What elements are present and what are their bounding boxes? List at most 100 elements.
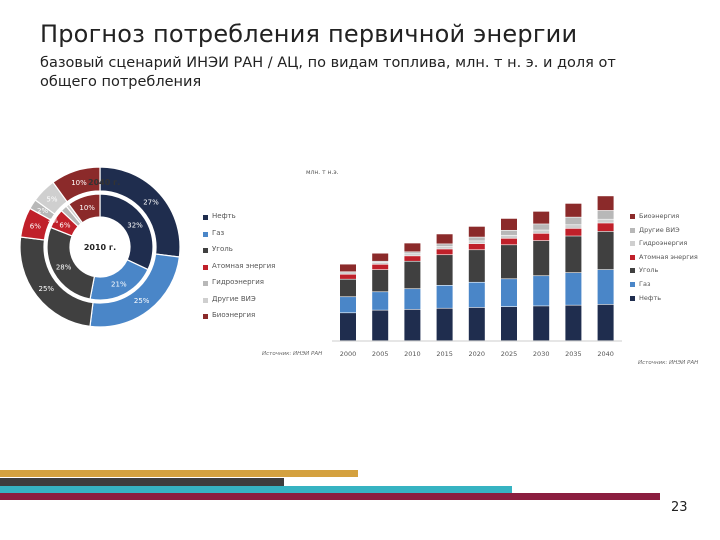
bar-2005-атомная-энергия	[372, 264, 389, 270]
bar-2035-биоэнергия	[565, 203, 582, 217]
donut-label-inner-2: 28%	[56, 263, 72, 271]
bar-2020-нефть	[468, 307, 485, 341]
bar-2040-гидроэнергия	[597, 219, 614, 223]
legend-label: Атомная энергия	[639, 252, 698, 261]
legend-swatch	[630, 241, 635, 247]
donut-legend: Нефть Газ Уголь Атомная энергия Гидроэнергия…	[203, 212, 293, 328]
bar-2000-газ	[340, 297, 356, 313]
bar-2030-другие-виэ	[533, 224, 550, 230]
bar-2030-атомная-энергия	[533, 233, 550, 241]
source-note-left: Источник: ИНЭИ РАН	[262, 351, 323, 357]
donut-label-outer-2: 25%	[38, 285, 54, 293]
legend-swatch	[203, 281, 208, 286]
legend-swatch	[203, 215, 208, 220]
bar-legend-item-3: Атомная энергия	[630, 253, 718, 267]
bar-2030-гидроэнергия	[533, 230, 550, 234]
legend-label: Биоэнергия	[639, 212, 680, 220]
decor-stripe-maroon	[0, 493, 660, 500]
bar-2025-гидроэнергия	[501, 235, 517, 239]
legend-label: Другие ВИЭ	[639, 225, 680, 234]
bar-legend-item-1: Другие ВИЭ	[630, 226, 718, 240]
legend-label: Нефть	[212, 212, 236, 220]
bar-2025-атомная-энергия	[501, 238, 517, 245]
donut-extra-label-0: 4%	[48, 217, 58, 225]
bar-2020-уголь	[468, 250, 485, 282]
legend-label: Атомная энергия	[212, 261, 276, 270]
bar-tick-2030: 2030	[533, 350, 550, 358]
bar-2020-биоэнергия	[468, 226, 485, 237]
bar-2040-газ	[597, 269, 614, 305]
legend-swatch	[630, 254, 635, 260]
bar-2000-другие-виэ	[340, 272, 356, 273]
legend-swatch	[630, 214, 635, 219]
donut-legend-item-6: Биоэнергия	[203, 311, 293, 328]
page-subtitle: базовый сценарий ИНЭИ РАН / АЦ, по видам…	[40, 55, 616, 90]
donut-segment-outer-6	[52, 166, 101, 203]
legend-swatch	[203, 231, 208, 237]
legend-swatch	[630, 227, 635, 233]
bar-2010-нефть	[404, 309, 421, 341]
bar-2015-газ	[436, 285, 453, 308]
bar-2015-уголь	[436, 255, 453, 286]
donut-legend-item-2: Уголь	[203, 245, 293, 262]
bar-2040-биоэнергия	[597, 196, 614, 211]
bar-2000-нефть	[340, 313, 356, 341]
bar-legend: Биоэнергия Другие ВИЭ Гидроэнергия Атомная …	[630, 212, 718, 307]
page-number: 23	[671, 500, 688, 515]
legend-label: Газ	[639, 279, 651, 288]
legend-label: Нефть	[639, 293, 662, 302]
bar-2015-атомная-энергия	[436, 249, 453, 255]
donut-legend-item-4: Гидроэнергия	[203, 278, 293, 295]
donut-label-inner-0: 32%	[127, 221, 143, 229]
bar-2035-уголь	[565, 236, 582, 273]
donut-label-outer-6: 10%	[71, 179, 87, 187]
bar-2040-нефть	[597, 304, 614, 341]
bar-tick-2040: 2040	[597, 350, 614, 358]
legend-label: Другие ВИЭ	[212, 294, 256, 303]
bar-tick-2025: 2025	[501, 350, 518, 358]
bar-2015-биоэнергия	[436, 234, 453, 244]
legend-label: Уголь	[639, 266, 659, 275]
donut-segment-inner-6	[68, 193, 101, 224]
bar-2025-нефть	[501, 306, 517, 341]
donut-legend-item-0: Нефть	[203, 212, 293, 229]
bar-2015-другие-виэ	[436, 244, 453, 247]
donut-label-outer-1: 25%	[134, 297, 150, 305]
bar-2030-биоэнергия	[533, 211, 550, 224]
donut-title: 2040 г.	[88, 178, 120, 187]
decor-stripe-gold	[0, 470, 358, 477]
bar-2040-уголь	[597, 231, 614, 270]
legend-swatch	[630, 281, 635, 287]
page-title: Прогноз потребления первичной энергии	[40, 20, 578, 48]
donut-legend-item-1: Газ	[203, 229, 293, 246]
bar-2005-нефть	[372, 310, 389, 341]
legend-label: Гидроэнергия	[639, 239, 688, 248]
decor-stripe-dark	[0, 478, 284, 486]
bar-2035-другие-виэ	[565, 217, 582, 225]
legend-swatch	[203, 314, 208, 319]
legend-swatch	[630, 295, 635, 301]
legend-label: Газ	[212, 228, 225, 237]
bar-2010-уголь	[404, 261, 421, 289]
bar-2005-биоэнергия	[372, 253, 389, 261]
decor-stripe-teal	[0, 486, 512, 493]
legend-swatch	[203, 264, 208, 270]
bar-2035-нефть	[565, 305, 582, 341]
bar-tick-2035: 2035	[565, 350, 582, 358]
bar-2040-другие-виэ	[597, 210, 614, 219]
bar-2025-уголь	[501, 245, 517, 279]
donut-label-inner-3: 6%	[59, 221, 70, 229]
donut-label-outer-5: 5%	[46, 195, 57, 203]
bar-tick-2015: 2015	[436, 350, 453, 358]
donut-label-outer-3: 6%	[30, 222, 41, 230]
bar-2005-другие-виэ	[372, 261, 389, 263]
bar-2005-уголь	[372, 269, 389, 292]
bar-2010-атомная-энергия	[404, 256, 421, 261]
donut-legend-item-5: Другие ВИЭ	[203, 295, 293, 312]
bar-2010-гидроэнергия	[404, 254, 421, 256]
source-note-right: Источник: ИНЭИ РАН	[638, 360, 699, 366]
donut-legend-item-3: Атомная энергия	[203, 262, 293, 279]
bar-tick-2020: 2020	[469, 350, 486, 358]
bar-2015-гидроэнергия	[436, 246, 453, 249]
bar-tick-2005: 2005	[372, 350, 389, 358]
